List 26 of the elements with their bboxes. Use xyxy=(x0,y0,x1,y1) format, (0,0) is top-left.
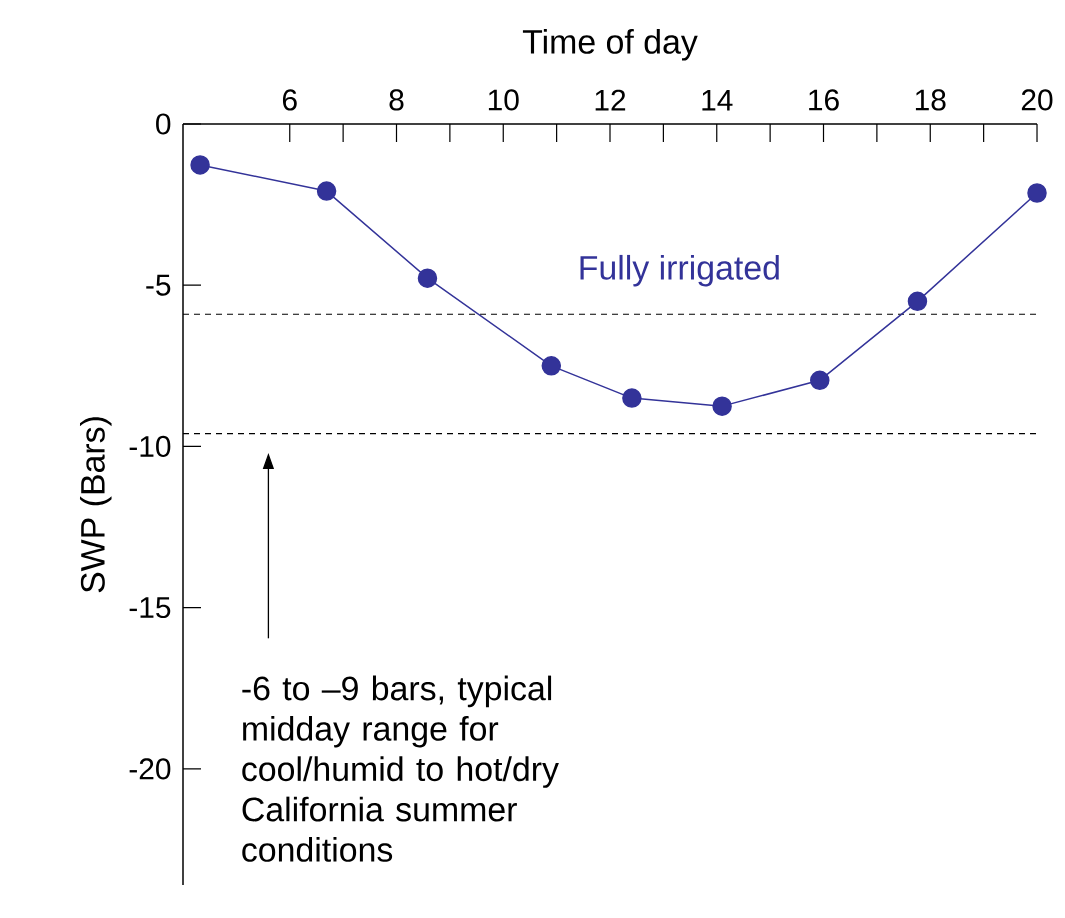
point xyxy=(712,396,732,416)
x-tick-label: 16 xyxy=(809,89,839,111)
x-tick-label: 12 xyxy=(595,89,626,111)
point xyxy=(190,155,210,175)
text: Fully irrigated xyxy=(580,254,779,287)
point xyxy=(907,291,928,312)
y-axis-title: SWP (Bars) xyxy=(79,417,112,593)
point xyxy=(316,181,337,201)
y-tick-label: -15 xyxy=(129,597,171,619)
point xyxy=(417,268,438,288)
point xyxy=(1027,183,1047,203)
y-tick-label: -20 xyxy=(129,758,171,780)
y-tick-label: 0 xyxy=(156,113,171,135)
y-tick-label: -5 xyxy=(146,274,171,296)
annotation: -6 to –9 bars, typical midday range for cool/humid to hot/dry California summer conditions xyxy=(242,675,559,862)
y-tick-label: -10 xyxy=(129,435,171,458)
point xyxy=(810,370,830,391)
x-tick-label: 8 xyxy=(389,89,404,111)
x-tick-label: 18 xyxy=(915,89,946,111)
x-tick-label: 6 xyxy=(282,89,297,111)
x-tick-label: 10 xyxy=(488,89,519,111)
x-tick-label: 14 xyxy=(702,89,733,111)
x-tick-label: 20 xyxy=(1021,89,1053,111)
point xyxy=(622,388,642,408)
point xyxy=(541,356,562,376)
x-axis-title: Time of day xyxy=(522,28,698,61)
